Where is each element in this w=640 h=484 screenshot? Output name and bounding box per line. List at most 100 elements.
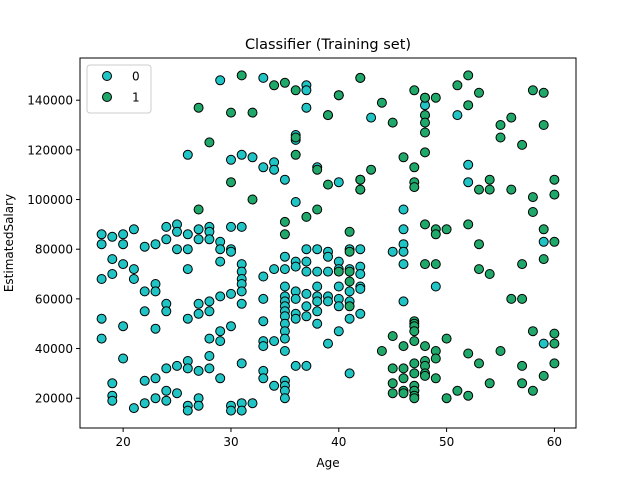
point-class-0-77 [226,246,236,257]
point-class-1-94 [484,184,495,195]
point-class-0-16 [128,224,139,235]
point-class-0-96 [258,72,269,83]
point-class-1-58 [409,393,420,404]
point-class-0-108 [269,336,280,347]
y-tick-label-60000: 60000 [35,292,73,306]
point-class-0-140 [301,288,312,299]
point-class-0-156 [323,251,333,262]
point-class-1-70 [420,370,430,381]
y-tick-label-100000: 100000 [27,193,73,207]
point-class-1-52 [409,336,420,347]
point-class-0-69 [215,256,226,267]
y-tick-label-40000: 40000 [35,342,73,356]
point-class-0-58 [193,400,204,411]
point-class-1-113 [538,87,549,98]
point-class-0-83 [236,221,247,232]
point-class-0-176 [355,244,366,255]
point-class-1-23 [344,246,355,257]
point-class-0-88 [236,286,247,297]
point-class-0-104 [258,341,269,352]
point-class-1-0 [193,102,204,113]
point-class-1-41 [398,373,409,384]
point-class-0-97 [258,162,269,173]
point-class-1-90 [474,239,484,250]
point-class-1-15 [301,211,312,222]
point-class-0-74 [215,75,226,86]
point-class-1-65 [420,259,430,270]
y-axis: 20000 40000 60000 80000 100000 120000 140000 [27,94,80,406]
point-class-1-71 [430,92,441,103]
x-axis-label: Age [316,456,339,470]
point-class-0-50 [182,405,193,416]
point-class-0-192 [398,296,409,307]
point-class-0-146 [301,102,312,113]
point-class-0-56 [193,365,204,376]
point-class-0-70 [215,291,226,302]
point-class-1-98 [495,132,506,143]
point-class-0-63 [204,306,215,317]
point-class-0-12 [118,239,129,250]
point-class-1-11 [279,77,290,88]
point-class-1-117 [538,370,549,381]
point-class-0-64 [204,333,215,344]
point-class-0-186 [387,246,398,257]
point-class-1-109 [527,192,538,203]
point-class-0-138 [301,256,312,267]
point-class-1-32 [376,346,387,356]
point-class-1-79 [441,333,452,344]
point-class-0-198 [452,110,463,121]
point-class-0-152 [312,306,323,317]
legend: 0 1 [86,64,152,114]
point-class-1-18 [323,110,333,121]
point-class-0-145 [301,85,312,96]
point-class-1-85 [463,219,474,230]
point-class-1-24 [344,276,355,287]
point-class-0-23 [139,375,150,386]
point-class-1-44 [409,85,420,96]
point-class-1-78 [441,224,452,235]
point-class-0-14 [118,321,129,332]
point-class-1-45 [409,162,420,173]
point-class-0-174 [344,313,355,324]
point-class-0-151 [312,296,323,307]
point-class-0-36 [161,385,172,396]
point-class-0-4 [96,333,107,344]
point-class-0-46 [182,313,193,324]
point-class-0-191 [398,259,409,270]
point-class-0-94 [247,152,258,163]
y-tick-label-120000: 120000 [27,143,73,157]
point-class-0-202 [538,338,549,349]
point-class-1-35 [387,363,398,374]
legend-marker-class-0 [102,71,112,81]
point-class-1-95 [484,269,495,279]
point-class-1-61 [420,117,430,128]
point-class-0-98 [258,271,269,282]
point-class-1-25 [344,301,355,312]
point-class-1-102 [506,293,517,304]
point-class-1-30 [366,164,377,175]
point-class-1-31 [376,97,387,108]
point-class-0-201 [538,236,549,247]
point-class-0-68 [215,244,226,255]
point-class-0-17 [128,264,139,275]
point-class-0-40 [172,244,182,255]
point-class-1-43 [398,388,409,399]
point-class-0-95 [247,398,258,409]
point-class-0-62 [204,296,215,307]
point-class-0-178 [355,269,366,279]
point-class-0-8 [107,378,118,389]
point-class-1-120 [549,236,560,247]
point-class-0-107 [269,264,280,275]
point-class-0-157 [323,266,333,277]
point-class-0-71 [215,326,226,337]
point-class-0-42 [172,388,182,399]
point-class-0-43 [182,229,193,240]
point-class-1-64 [420,219,430,230]
point-class-1-7 [247,194,258,205]
point-class-0-139 [301,266,312,277]
point-class-1-86 [463,348,474,359]
point-class-0-134 [290,360,301,371]
point-class-0-2 [96,274,107,284]
point-class-1-12 [290,85,301,96]
point-class-1-26 [344,266,355,277]
